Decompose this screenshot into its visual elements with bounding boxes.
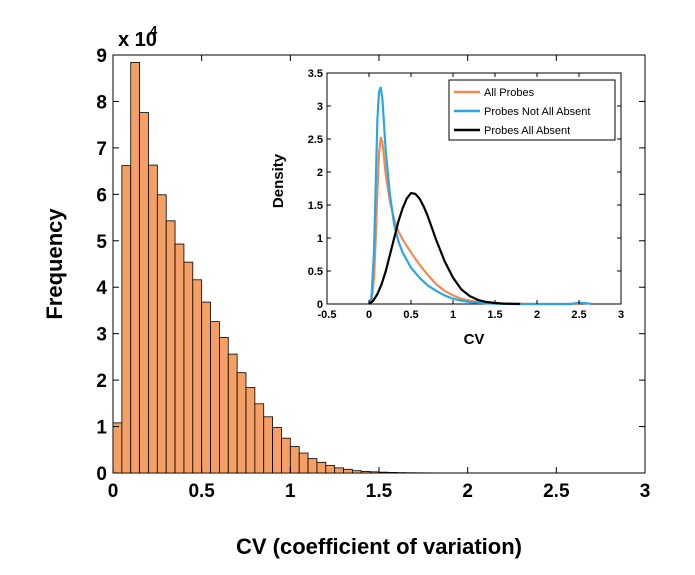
histogram-y-tick-label: 1 bbox=[96, 418, 107, 439]
histogram-bar bbox=[281, 437, 291, 474]
histogram-y-tick-label: 6 bbox=[96, 185, 107, 206]
histogram-bar bbox=[369, 471, 380, 474]
density-line-probes-all-absent bbox=[368, 192, 521, 306]
density-x-tick-label: 2 bbox=[534, 309, 540, 321]
density-x-tick-label: -0.5 bbox=[318, 309, 337, 321]
histogram-bar bbox=[334, 467, 344, 474]
histogram-y-tick-label: 5 bbox=[96, 232, 107, 253]
histogram-y-tick-label: 8 bbox=[96, 92, 107, 113]
histogram-bar bbox=[210, 321, 220, 474]
density-y-tick-label: 1.5 bbox=[308, 200, 323, 212]
density-x-tick-label: 0 bbox=[366, 309, 372, 321]
histogram-bar bbox=[218, 336, 229, 474]
histogram-x-tick-label: 0 bbox=[108, 481, 119, 502]
histogram-bar bbox=[316, 461, 327, 474]
histogram-y-tick-label: 3 bbox=[96, 325, 107, 346]
histogram-x-tick-label: 1.5 bbox=[366, 481, 393, 502]
histogram-bar bbox=[148, 164, 158, 474]
density-y-tick-label: 2 bbox=[317, 167, 323, 179]
density-y-axis-label: Density bbox=[270, 153, 287, 208]
histogram-y-axis-label: Frequency bbox=[42, 208, 67, 320]
legend-label-probes-all-absent: Probes All Absent bbox=[484, 125, 570, 137]
histogram-x-tick-label: 2.5 bbox=[543, 481, 570, 502]
density-y-tick-label: 1 bbox=[317, 233, 323, 245]
histogram-bar bbox=[298, 452, 309, 474]
histogram-bar bbox=[272, 427, 282, 474]
histogram-bar bbox=[227, 353, 238, 474]
histogram-bar bbox=[183, 261, 194, 474]
density-inset-chart: -0.5 0 0.5 1 1.5 2 2.5 300.511.522.533.5 CV Den… bbox=[270, 68, 624, 348]
histogram-x-tick-label: 3 bbox=[640, 481, 651, 502]
histogram-bar bbox=[263, 416, 274, 474]
density-y-tick-label: 2.5 bbox=[308, 134, 323, 146]
density-lines bbox=[367, 86, 592, 306]
histogram-x-tick-label: 2 bbox=[462, 481, 473, 502]
histogram-bars bbox=[112, 62, 575, 474]
histogram-y-tick-label: 9 bbox=[96, 46, 107, 67]
histogram-bar bbox=[351, 470, 362, 474]
density-y-tick-label: 0 bbox=[317, 299, 323, 311]
density-ticks: -0.5 0 0.5 1 1.5 2 2.5 300.511.522.533.5 bbox=[308, 68, 624, 321]
histogram-bar bbox=[307, 458, 318, 474]
legend-label-all-probes: All Probes bbox=[484, 87, 535, 99]
histogram-bar bbox=[325, 465, 336, 474]
density-y-tick-label: 3 bbox=[317, 101, 323, 113]
histogram-bar bbox=[245, 387, 256, 474]
histogram-bar bbox=[289, 446, 300, 474]
histogram-bar bbox=[174, 243, 185, 474]
y-scale-exponent: 4 bbox=[150, 23, 158, 38]
density-x-tick-label: 0.5 bbox=[403, 309, 418, 321]
histogram-y-tick-label: 2 bbox=[96, 371, 107, 392]
histogram-bar bbox=[254, 403, 265, 474]
histogram-x-tick-label: 1 bbox=[285, 481, 296, 502]
histogram-bar bbox=[139, 112, 149, 474]
histogram-x-tick-label: 0.5 bbox=[188, 481, 215, 502]
histogram-bar bbox=[360, 470, 371, 474]
histogram-y-tick-label: 7 bbox=[96, 139, 107, 160]
histogram-bar bbox=[165, 220, 176, 474]
density-x-tick-label: 1 bbox=[450, 309, 456, 321]
histogram-bar bbox=[156, 194, 167, 474]
density-x-tick-label: 3 bbox=[618, 309, 624, 321]
histogram-bar bbox=[236, 372, 247, 474]
histogram-bar bbox=[112, 422, 123, 474]
density-x-tick-label: 2.5 bbox=[571, 309, 586, 321]
histogram-bar bbox=[121, 165, 132, 474]
histogram-y-tick-label: 4 bbox=[96, 278, 107, 299]
y-scale-label: x 10 bbox=[118, 29, 157, 51]
histogram-bar bbox=[387, 472, 398, 474]
histogram-bar bbox=[130, 62, 141, 474]
histogram-bar bbox=[192, 279, 203, 474]
density-x-tick-label: 1.5 bbox=[487, 309, 502, 321]
density-y-tick-label: 0.5 bbox=[308, 266, 323, 278]
density-legend: All Probes Probes Not All Absent Probes … bbox=[448, 79, 616, 141]
histogram-bar bbox=[343, 468, 353, 474]
legend-label-probes-not-all-absent: Probes Not All Absent bbox=[484, 106, 590, 118]
histogram-ticks: 0 0.5 1 1.5 2 2.5 3 0 1 2 3 4 5 6 7 8 9 bbox=[96, 46, 650, 502]
histogram-y-tick-label: 0 bbox=[96, 464, 107, 485]
density-x-axis-label: CV bbox=[464, 331, 485, 348]
histogram-x-axis-label: CV (coefficient of variation) bbox=[236, 534, 522, 559]
histogram-bar bbox=[201, 301, 211, 474]
histogram-bar bbox=[378, 471, 389, 474]
density-y-tick-label: 3.5 bbox=[308, 68, 323, 80]
